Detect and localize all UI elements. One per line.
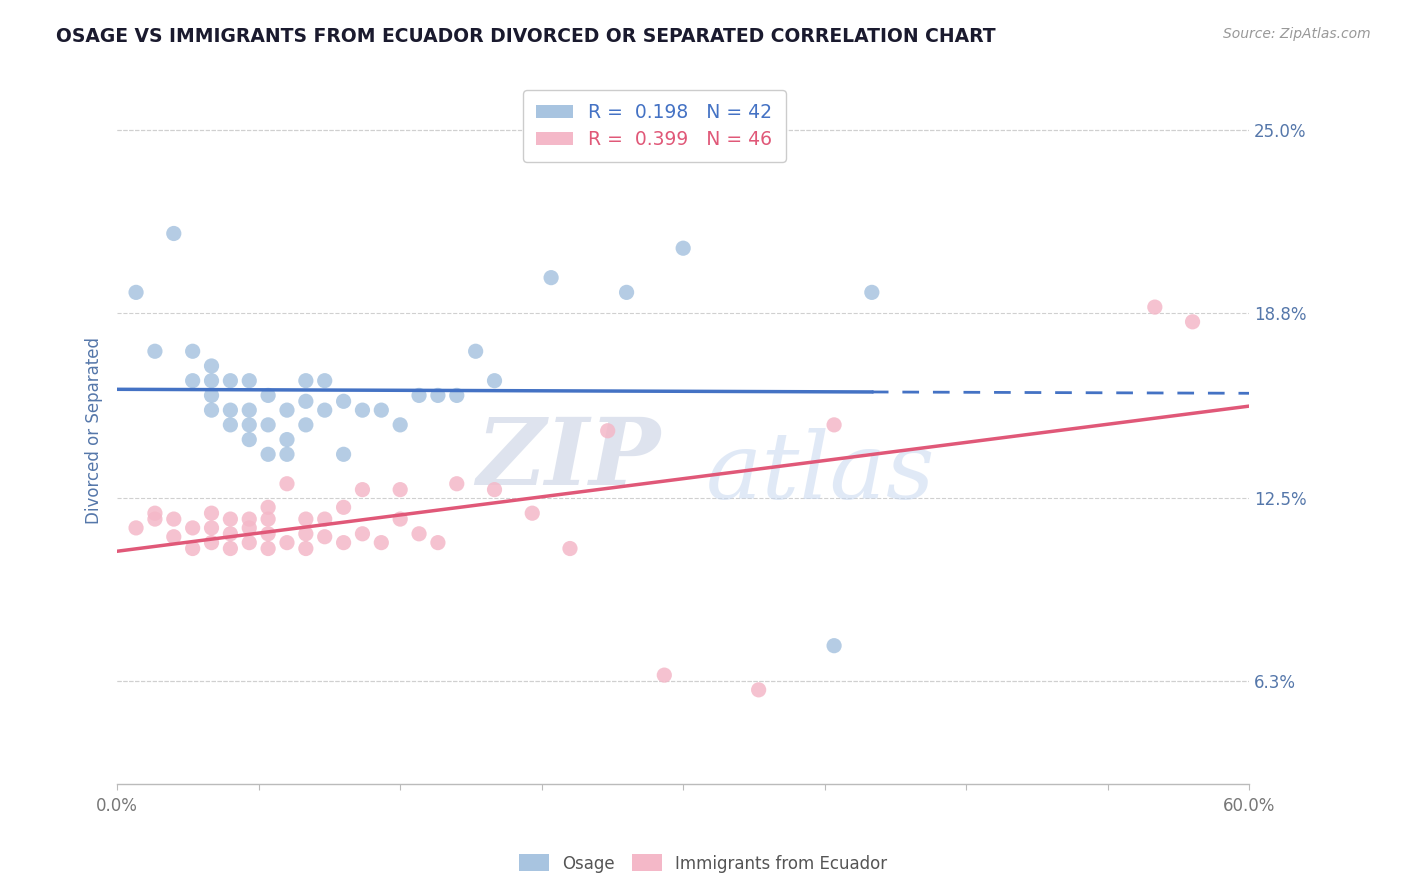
Point [143, 344, 166, 359]
Point [408, 526, 430, 541]
Point [408, 388, 430, 402]
Point [389, 483, 412, 497]
Point [125, 521, 148, 535]
Point [219, 403, 242, 417]
Text: atlas: atlas [706, 428, 935, 518]
Point [257, 417, 280, 432]
Point [823, 639, 845, 653]
Point [652, 668, 675, 682]
Point [370, 535, 392, 549]
Point [219, 417, 242, 432]
Point [238, 512, 260, 526]
Point [616, 285, 638, 300]
Point [352, 526, 374, 541]
Point [332, 535, 354, 549]
Point [219, 512, 242, 526]
Point [314, 374, 336, 388]
Point [389, 417, 412, 432]
Point [540, 270, 562, 285]
Point [276, 433, 298, 447]
Point [257, 388, 280, 402]
Point [484, 374, 506, 388]
Point [200, 388, 222, 402]
Point [238, 417, 260, 432]
Point [426, 535, 449, 549]
Point [219, 374, 242, 388]
Point [314, 403, 336, 417]
Point [181, 344, 204, 359]
Point [389, 512, 412, 526]
Point [181, 541, 204, 556]
Point [257, 500, 280, 515]
Point [295, 526, 318, 541]
Point [823, 417, 845, 432]
Point [219, 526, 242, 541]
Point [314, 530, 336, 544]
Point [314, 512, 336, 526]
Point [295, 394, 318, 409]
Point [143, 506, 166, 520]
Point [143, 512, 166, 526]
Point [200, 374, 222, 388]
Point [295, 541, 318, 556]
Point [276, 447, 298, 461]
Point [276, 535, 298, 549]
Legend: R =  0.198   N = 42, R =  0.399   N = 46: R = 0.198 N = 42, R = 0.399 N = 46 [523, 90, 786, 162]
Point [352, 403, 374, 417]
Y-axis label: Divorced or Separated: Divorced or Separated [86, 337, 103, 524]
Point [295, 512, 318, 526]
Point [446, 388, 468, 402]
Point [1143, 300, 1166, 314]
Point [464, 344, 486, 359]
Point [426, 388, 449, 402]
Point [200, 403, 222, 417]
Point [200, 359, 222, 373]
Legend: Osage, Immigrants from Ecuador: Osage, Immigrants from Ecuador [512, 847, 894, 880]
Point [484, 483, 506, 497]
Point [219, 541, 242, 556]
Point [522, 506, 544, 520]
Point [860, 285, 883, 300]
Text: Source: ZipAtlas.com: Source: ZipAtlas.com [1223, 27, 1371, 41]
Point [295, 417, 318, 432]
Point [163, 227, 186, 241]
Point [332, 500, 354, 515]
Point [276, 403, 298, 417]
Point [238, 374, 260, 388]
Point [257, 512, 280, 526]
Point [238, 433, 260, 447]
Point [257, 447, 280, 461]
Point [163, 530, 186, 544]
Point [125, 285, 148, 300]
Point [238, 403, 260, 417]
Point [238, 521, 260, 535]
Point [276, 476, 298, 491]
Point [163, 512, 186, 526]
Point [295, 374, 318, 388]
Text: OSAGE VS IMMIGRANTS FROM ECUADOR DIVORCED OR SEPARATED CORRELATION CHART: OSAGE VS IMMIGRANTS FROM ECUADOR DIVORCE… [56, 27, 995, 45]
Point [672, 241, 695, 255]
Point [352, 483, 374, 497]
Point [332, 394, 354, 409]
Point [596, 424, 619, 438]
Point [200, 535, 222, 549]
Text: ZIP: ZIP [477, 414, 661, 504]
Point [370, 403, 392, 417]
Point [257, 526, 280, 541]
Point [446, 476, 468, 491]
Point [181, 521, 204, 535]
Point [558, 541, 581, 556]
Point [1181, 315, 1204, 329]
Point [257, 541, 280, 556]
Point [200, 506, 222, 520]
Point [748, 682, 770, 697]
Point [332, 447, 354, 461]
Point [181, 374, 204, 388]
Point [200, 521, 222, 535]
Point [238, 535, 260, 549]
